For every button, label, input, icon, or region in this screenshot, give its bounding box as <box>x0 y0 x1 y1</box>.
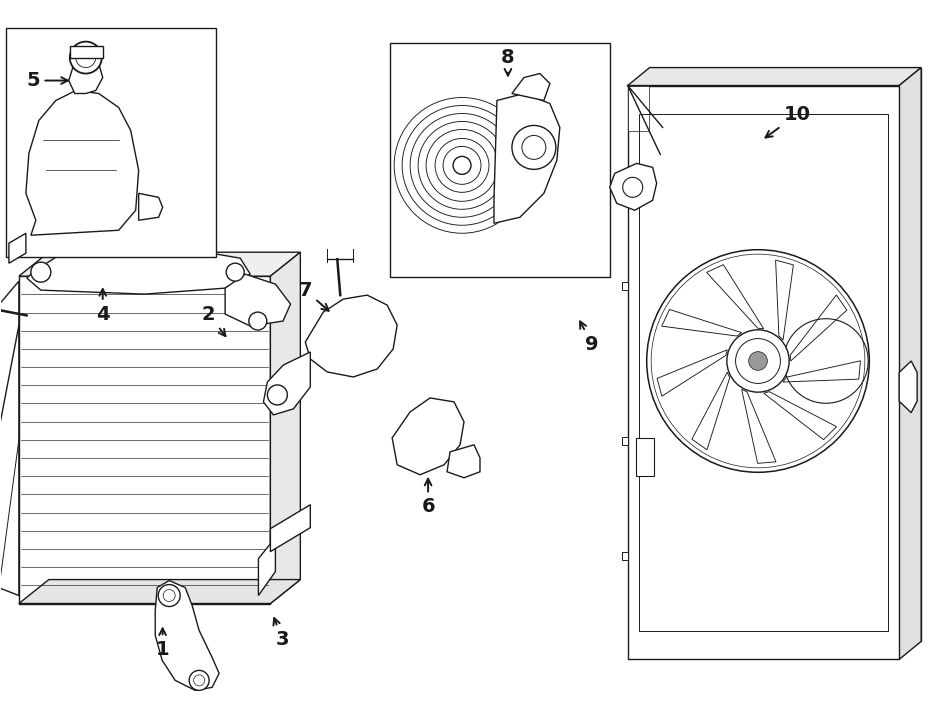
Polygon shape <box>155 580 219 691</box>
Circle shape <box>267 385 287 405</box>
Polygon shape <box>494 93 560 224</box>
Polygon shape <box>447 445 480 478</box>
Text: 10: 10 <box>766 105 811 137</box>
Bar <box>622 437 628 445</box>
Polygon shape <box>392 398 464 475</box>
Bar <box>628 85 900 659</box>
Polygon shape <box>139 194 163 220</box>
Polygon shape <box>650 68 922 642</box>
Polygon shape <box>259 538 276 595</box>
Bar <box>6 28 216 257</box>
Polygon shape <box>610 163 656 210</box>
Circle shape <box>748 352 767 370</box>
Circle shape <box>69 41 102 73</box>
Polygon shape <box>9 234 26 263</box>
Polygon shape <box>628 85 650 132</box>
Text: 7: 7 <box>299 281 329 311</box>
Polygon shape <box>69 46 103 58</box>
Circle shape <box>226 263 244 281</box>
Polygon shape <box>19 252 301 276</box>
Bar <box>622 283 628 290</box>
Polygon shape <box>27 248 250 294</box>
Bar <box>635 438 653 476</box>
Circle shape <box>512 125 555 169</box>
Polygon shape <box>900 68 922 659</box>
Text: 6: 6 <box>421 478 435 516</box>
Polygon shape <box>305 295 398 377</box>
Circle shape <box>189 671 209 691</box>
Text: 9: 9 <box>580 322 598 354</box>
Text: 5: 5 <box>26 71 68 90</box>
Circle shape <box>249 312 267 330</box>
Text: 4: 4 <box>96 289 109 323</box>
Circle shape <box>30 262 50 282</box>
Text: 2: 2 <box>202 305 225 336</box>
Bar <box>390 43 610 277</box>
Polygon shape <box>225 274 290 326</box>
Polygon shape <box>68 61 103 93</box>
Polygon shape <box>19 276 270 604</box>
Circle shape <box>76 48 96 68</box>
Polygon shape <box>628 68 922 85</box>
Circle shape <box>158 585 180 607</box>
Circle shape <box>727 330 789 392</box>
Polygon shape <box>270 505 310 552</box>
Text: 1: 1 <box>156 629 169 659</box>
Polygon shape <box>19 580 301 604</box>
Circle shape <box>453 157 471 174</box>
Polygon shape <box>263 352 310 415</box>
Polygon shape <box>512 73 550 100</box>
Bar <box>622 185 628 193</box>
Bar <box>622 552 628 560</box>
Text: 3: 3 <box>274 618 289 649</box>
Polygon shape <box>900 361 917 413</box>
Polygon shape <box>270 252 301 604</box>
Text: 8: 8 <box>501 48 514 75</box>
Polygon shape <box>26 90 139 235</box>
